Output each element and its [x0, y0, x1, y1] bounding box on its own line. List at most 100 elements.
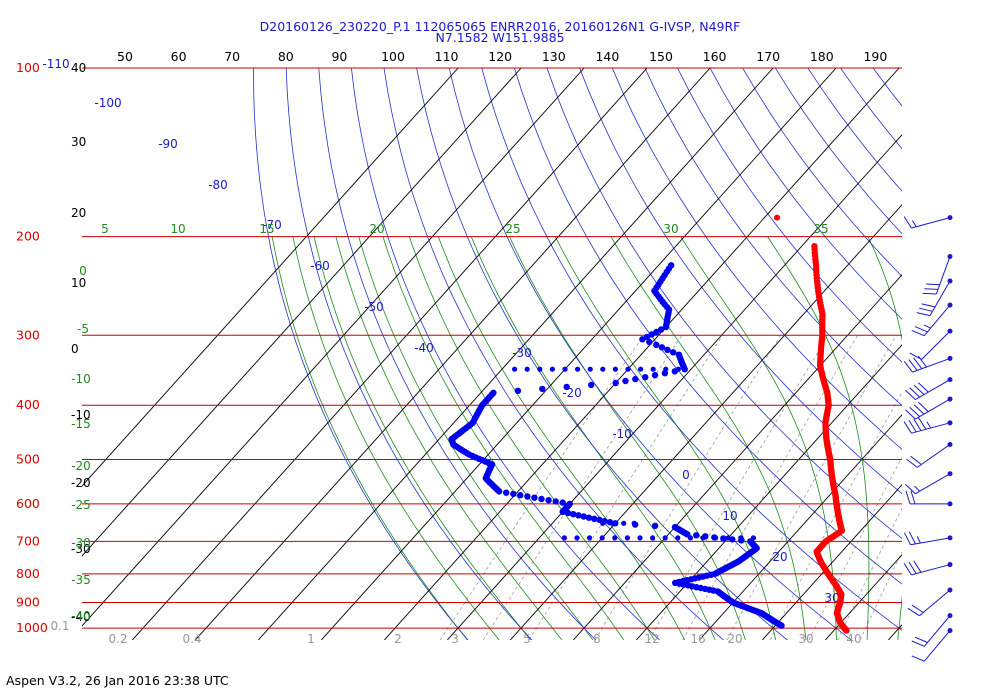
wind-barb-staff [921, 330, 951, 360]
dry-adiabat-line [579, 68, 902, 495]
top-axis-label: 80 [278, 49, 294, 64]
wind-barb-half-flag [923, 324, 931, 329]
wind-barb-flag [908, 420, 917, 433]
dry-adiabat-line [872, 68, 902, 107]
wind-barb-flag [903, 563, 912, 576]
moist-adiabat-label: -35 [71, 573, 91, 587]
wind-barb-flag [909, 387, 921, 398]
dewpoint-point [612, 379, 619, 387]
wind-barb-staff [910, 537, 951, 546]
wind-barb [909, 328, 953, 360]
isotherm-line [82, 68, 585, 627]
dry-adiabat-label: 0 [682, 468, 690, 482]
top-axis-label: 130 [542, 49, 566, 64]
mixing-ratio-label: 3 [451, 632, 459, 646]
temperature-point [774, 214, 781, 221]
wind-barb-flag [926, 283, 940, 286]
dewpoint-point [738, 535, 744, 541]
wind-barb-flag [911, 604, 924, 613]
wind-barb-flag [913, 418, 922, 431]
wind-barb-flag [913, 384, 925, 395]
wind-barb-flag [918, 401, 929, 412]
dewpoint-point [681, 366, 688, 373]
dry-adiabat-line [644, 68, 902, 407]
dry-adiabat-line [938, 68, 1000, 640]
pressure-label: 800 [16, 566, 40, 581]
moist-adiabat-line [554, 236, 777, 640]
dewpoint-point [531, 494, 538, 501]
dewpoint-point [639, 336, 646, 343]
isotherm-line [82, 68, 459, 487]
isotherm-line [82, 68, 522, 557]
dewpoint-point [580, 513, 587, 520]
dewpoint-profile [448, 262, 785, 629]
footer-version: Aspen V3.2, 26 Jan 2016 23:38 UTC [6, 673, 229, 688]
mixing-ratio-label: 40 [846, 632, 861, 646]
mixing-ratio-line [682, 335, 858, 640]
dewpoint-point [561, 535, 568, 541]
moist-adiabat-line [437, 236, 686, 640]
dry-adiabat-label: -70 [262, 218, 282, 232]
mixing-ratio-label: 30 [798, 632, 813, 646]
wind-barb-flag [922, 292, 937, 295]
isotherm-line [320, 68, 837, 640]
wind-barb [903, 531, 953, 546]
moist-adiabat-line [335, 236, 563, 640]
dry-adiabats [253, 68, 1000, 640]
wind-barb [905, 471, 953, 495]
isotherm-line [446, 134, 902, 640]
moist-adiabat-label: 35 [813, 222, 828, 236]
dewpoint-point [599, 535, 605, 541]
wind-barb-flag [924, 288, 939, 290]
isotherm-line [194, 68, 711, 640]
mixing-ratio-labels: 0.10.2 0.4 1 2 3 5 8 12 16 20 30 40 [50, 619, 861, 646]
dewpoint-point [514, 387, 522, 394]
dry-adiabat-line [709, 68, 902, 320]
isotherm-line [383, 68, 900, 640]
isotherm-label: -40 [71, 610, 91, 624]
dewpoint-point [510, 490, 517, 498]
dewpoint-point [637, 535, 643, 541]
top-axis-label: 90 [331, 49, 347, 64]
pressure-label: 100 [16, 60, 40, 75]
temperature-point [843, 627, 850, 634]
wind-barb-staff [912, 357, 951, 373]
moist-adiabat-line [408, 236, 655, 640]
header-line-2: N7.1582 W151.9885 [435, 30, 564, 45]
dry-adiabat-line [416, 68, 788, 640]
wind-barb [905, 490, 953, 507]
moist-adiabat-label: 30 [663, 222, 678, 236]
wind-barb-flag [903, 360, 913, 373]
dry-adiabat-label: -30 [512, 346, 532, 360]
wind-barb-flag [914, 636, 928, 643]
dewpoint-point [662, 323, 670, 331]
dewpoint-point [538, 495, 545, 503]
isotherm-line [635, 344, 902, 640]
wind-barb-staff [911, 422, 951, 434]
top-axis-label: 180 [810, 49, 834, 64]
moist-adiabat-label: -20 [71, 459, 91, 473]
moist-adiabat-line [358, 236, 594, 640]
dewpoint-point [670, 349, 677, 356]
wind-barb [911, 613, 953, 647]
pressure-label: 900 [16, 595, 40, 610]
moist-adiabat-line [929, 237, 967, 640]
wind-barb-flag [908, 359, 918, 371]
dewpoint-point [559, 508, 566, 515]
mixing-ratio-label: 12 [644, 632, 659, 646]
isotherm-label: -10 [71, 408, 91, 422]
pressure-label: 500 [16, 452, 40, 467]
wind-barb [903, 417, 953, 434]
dewpoint-point [622, 377, 629, 385]
wind-barb-staff [915, 473, 951, 495]
wind-barb [905, 377, 953, 401]
dewpoint-point [624, 535, 631, 541]
wind-barb-flag [914, 326, 928, 333]
dewpoint-point [663, 366, 669, 372]
moist-adiabat-label: -40 [71, 609, 91, 623]
isotherm-label: 40 [71, 61, 86, 75]
dewpoint-point [524, 493, 531, 500]
dewpoint-point [650, 366, 656, 372]
top-axis-label: 140 [595, 49, 619, 64]
dry-adiabat-line [448, 68, 852, 640]
